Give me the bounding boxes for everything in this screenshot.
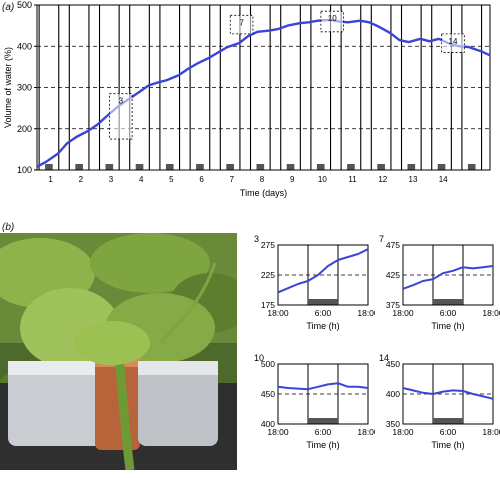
annotation-box-14 bbox=[441, 33, 465, 53]
inset-frame bbox=[277, 363, 369, 425]
bean-plant-sensor-photo-icon bbox=[0, 233, 237, 470]
inset-x-tick-label: 18:00 bbox=[392, 308, 414, 318]
x-tick-label: 4 bbox=[139, 175, 144, 184]
inset-y-tick-label: 450 bbox=[386, 359, 400, 369]
panel-b-label: (b) bbox=[2, 222, 15, 233]
annotation-label-3: 3 bbox=[119, 97, 124, 106]
inset-water-line bbox=[402, 265, 494, 290]
inset-x-tick-label: 18:00 bbox=[267, 427, 289, 437]
y-tick-label: 300 bbox=[17, 83, 32, 93]
inset-night-bar bbox=[308, 299, 338, 305]
inset-y-tick-label: 350 bbox=[386, 419, 400, 429]
x-tick-label: 3 bbox=[109, 175, 114, 184]
night-bar bbox=[407, 164, 416, 170]
inset-night-bar bbox=[433, 299, 463, 305]
annotation-label-14: 14 bbox=[449, 37, 458, 46]
y-tick-label: 200 bbox=[17, 124, 32, 134]
night-bar bbox=[226, 164, 234, 170]
inset-x-tick-label: 6:00 bbox=[440, 427, 457, 437]
inset-title: 14 bbox=[379, 353, 389, 363]
x-tick-label: 8 bbox=[260, 175, 265, 184]
inset-y-tick-label: 500 bbox=[261, 359, 275, 369]
x-tick-label: 12 bbox=[378, 175, 387, 184]
bean-plant-sensor-photo bbox=[0, 233, 237, 470]
annotation-box-10 bbox=[320, 10, 344, 33]
night-bar bbox=[437, 164, 446, 170]
annotation-box-7 bbox=[229, 14, 254, 35]
annotation-label-7: 7 bbox=[239, 18, 244, 27]
y-tick-label: 400 bbox=[17, 41, 32, 51]
x-tick-label: 6 bbox=[199, 175, 204, 184]
x-axis-label: Time (days) bbox=[240, 188, 287, 198]
night-bar bbox=[135, 164, 144, 170]
inset-y-tick-label: 400 bbox=[386, 389, 400, 399]
inset-y-tick-label: 175 bbox=[261, 300, 275, 310]
inset-water-line bbox=[277, 248, 369, 294]
night-bar bbox=[286, 164, 295, 170]
inset-x-tick-label: 18:00 bbox=[482, 427, 500, 437]
y-tick-label: 100 bbox=[17, 165, 32, 175]
inset-chart-day-14: 14 350 400 450 18:00 6:00 18:00 Time (h) bbox=[379, 353, 500, 450]
panel-a-label: (a) bbox=[2, 2, 15, 13]
inset-y-tick-label: 375 bbox=[386, 300, 400, 310]
annotation-label-10: 10 bbox=[328, 14, 337, 23]
inset-x-axis-label: Time (h) bbox=[306, 321, 339, 331]
annotation-box-3 bbox=[109, 93, 133, 140]
y-tick-label: 500 bbox=[17, 0, 32, 10]
night-bar bbox=[165, 164, 174, 170]
night-bar bbox=[105, 164, 114, 170]
night-bar bbox=[256, 164, 265, 170]
inset-x-tick-label: 6:00 bbox=[315, 427, 332, 437]
y-axis-label: Volume of water (%) bbox=[3, 47, 13, 128]
inset-x-tick-label: 6:00 bbox=[440, 308, 457, 318]
inset-chart-day-10: 10 400 450 500 18:00 6:00 18:00 Time (h) bbox=[254, 353, 375, 450]
inset-y-tick-label: 275 bbox=[261, 240, 275, 250]
inset-y-tick-label: 225 bbox=[261, 270, 275, 280]
inset-x-tick-label: 18:00 bbox=[357, 427, 375, 437]
inset-x-axis-label: Time (h) bbox=[306, 440, 339, 450]
inset-x-tick-label: 6:00 bbox=[315, 308, 332, 318]
night-bar bbox=[316, 164, 325, 170]
x-tick-label: 7 bbox=[230, 175, 235, 184]
night-bar bbox=[45, 164, 53, 170]
inset-title: 10 bbox=[254, 353, 264, 363]
x-tick-label: 10 bbox=[318, 175, 327, 184]
x-tick-label: 9 bbox=[290, 175, 295, 184]
inset-night-bar bbox=[433, 418, 463, 424]
inset-y-tick-label: 475 bbox=[386, 240, 400, 250]
inset-night-bar bbox=[308, 418, 338, 424]
x-tick-label: 14 bbox=[439, 175, 448, 184]
night-bar bbox=[377, 164, 385, 170]
inset-water-line bbox=[277, 382, 369, 391]
inset-y-tick-label: 425 bbox=[386, 270, 400, 280]
inset-x-tick-label: 18:00 bbox=[392, 427, 414, 437]
inset-x-tick-label: 18:00 bbox=[267, 308, 289, 318]
inset-x-axis-label: Time (h) bbox=[431, 440, 464, 450]
inset-y-tick-label: 400 bbox=[261, 419, 275, 429]
inset-chart-day-7: 7 375 425 475 18:00 6:00 18:00 Time (h) bbox=[379, 234, 500, 331]
inset-x-tick-label: 18:00 bbox=[357, 308, 375, 318]
x-tick-label: 11 bbox=[348, 175, 357, 184]
night-bar bbox=[75, 164, 83, 170]
inset-y-tick-label: 450 bbox=[261, 389, 275, 399]
water-volume-line bbox=[36, 18, 491, 168]
inset-frame bbox=[402, 363, 494, 425]
night-bar bbox=[347, 164, 355, 170]
x-tick-label: 13 bbox=[409, 175, 418, 184]
inset-chart-day-3: 3 175 225 275 18:00 6:00 18:00 Time (h) bbox=[254, 234, 375, 331]
x-tick-label: 5 bbox=[169, 175, 174, 184]
inset-frame bbox=[277, 244, 369, 306]
inset-water-line bbox=[402, 387, 494, 400]
inset-title: 7 bbox=[379, 234, 384, 244]
inset-x-tick-label: 18:00 bbox=[482, 308, 500, 318]
x-tick-label: 2 bbox=[79, 175, 84, 184]
x-tick-label: 1 bbox=[48, 175, 53, 184]
inset-x-axis-label: Time (h) bbox=[431, 321, 464, 331]
night-bar bbox=[467, 164, 476, 170]
night-bar bbox=[196, 164, 204, 170]
inset-title: 3 bbox=[254, 234, 259, 244]
inset-frame bbox=[402, 244, 494, 306]
